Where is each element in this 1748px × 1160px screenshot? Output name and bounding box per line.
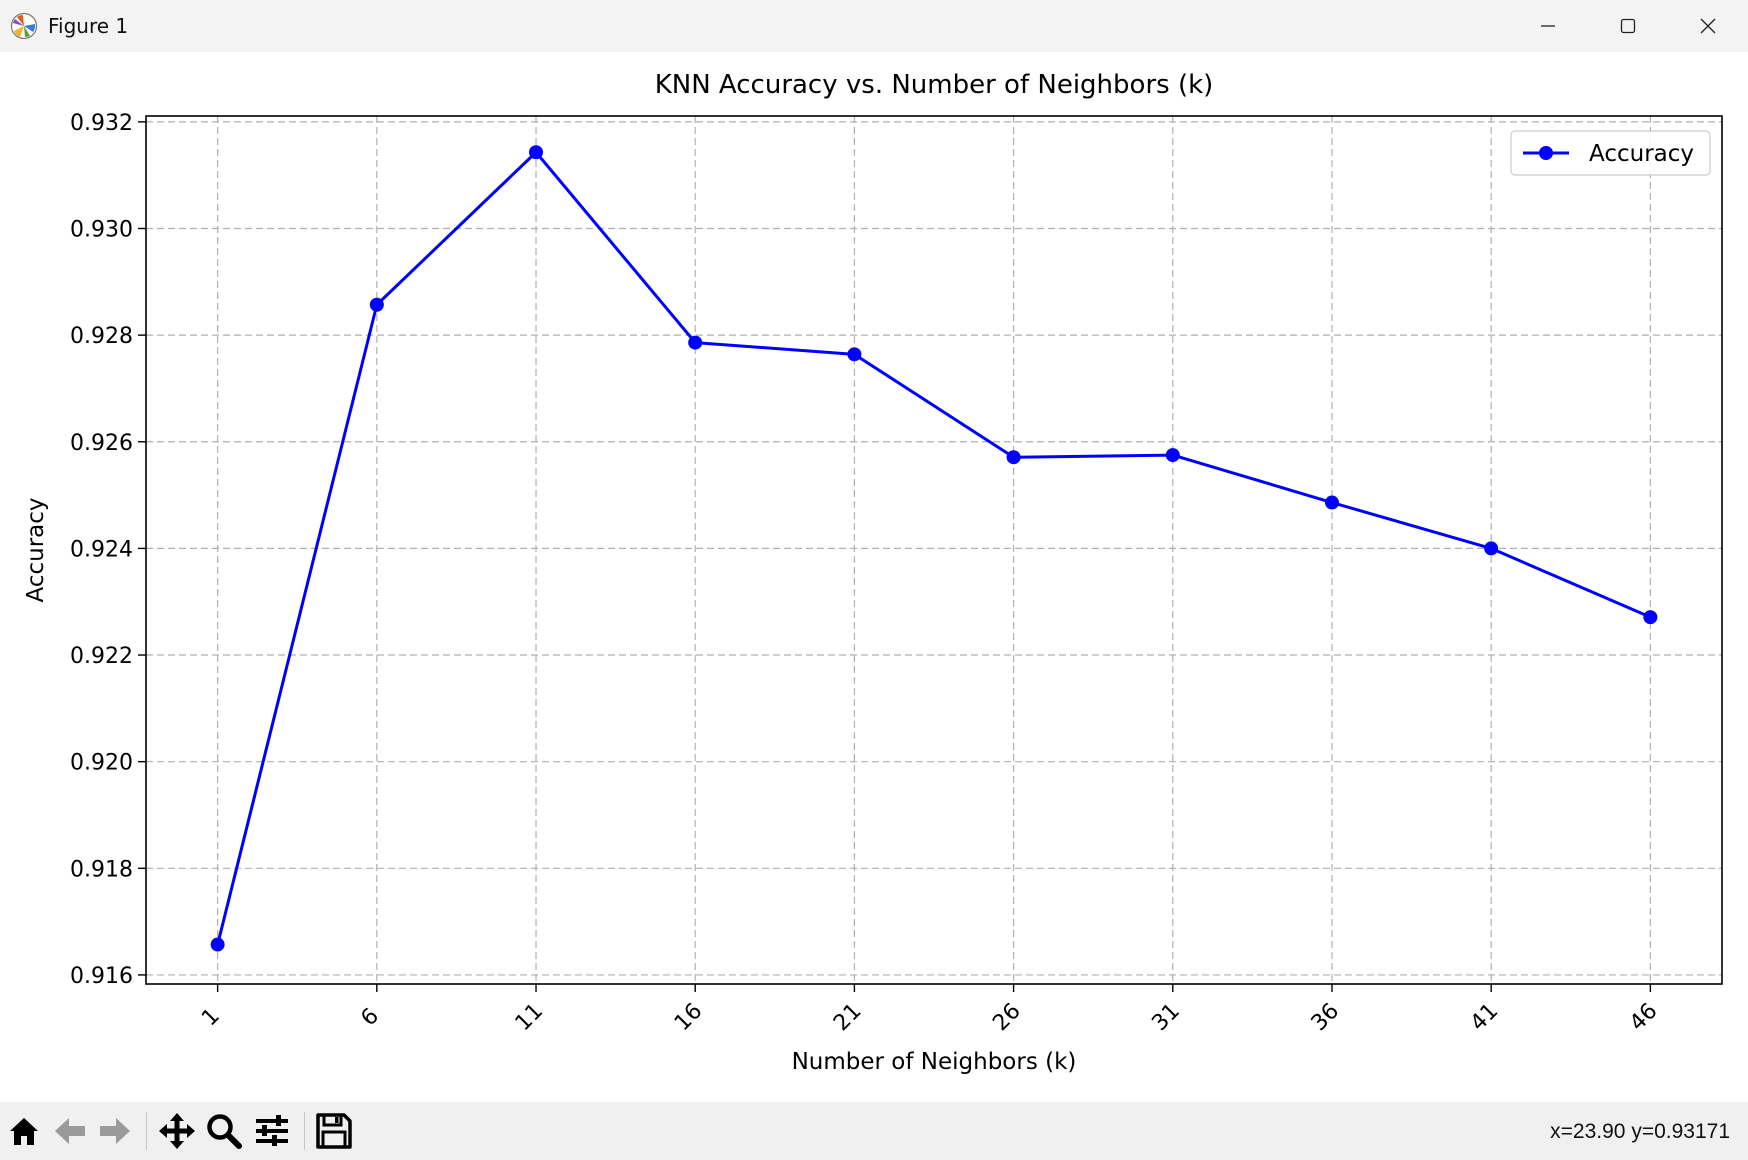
forward-arrow-icon: [100, 1118, 130, 1144]
data-point-marker: [1484, 541, 1499, 556]
save-disk-icon: [316, 1113, 352, 1149]
forward-button[interactable]: [94, 1110, 136, 1152]
home-icon: [10, 1118, 38, 1145]
figure-canvas[interactable]: KNN Accuracy vs. Number of Neighbors (k)…: [0, 52, 1748, 1102]
pan-move-icon: [159, 1113, 195, 1149]
back-arrow-icon: [55, 1118, 85, 1144]
home-button[interactable]: [3, 1110, 45, 1152]
save-button[interactable]: [313, 1110, 355, 1152]
y-tick-label: 0.926: [70, 431, 133, 456]
x-tick-label: 21: [829, 999, 866, 1036]
y-tick-label: 0.916: [70, 964, 133, 989]
zoom-button[interactable]: [203, 1110, 245, 1152]
title-bar[interactable]: Figure 1: [0, 0, 1748, 52]
configure-subplots-icon: [256, 1115, 288, 1146]
y-tick-label: 0.918: [70, 857, 133, 882]
y-tick-label: 0.920: [70, 751, 133, 776]
data-point-marker: [688, 335, 703, 350]
minimize-button[interactable]: [1508, 0, 1588, 52]
x-tick-label: 11: [511, 999, 548, 1036]
x-tick-label: 16: [670, 999, 707, 1036]
data-point-marker: [529, 145, 544, 160]
x-tick-label: 31: [1147, 999, 1184, 1036]
y-tick-label: 0.924: [70, 537, 133, 562]
x-tick-label: 36: [1307, 999, 1344, 1036]
grid-lines: [146, 116, 1722, 984]
toolbar-separator: [304, 1112, 305, 1150]
window-title: Figure 1: [48, 14, 129, 38]
plot-axes-frame: [145, 115, 1723, 985]
back-button[interactable]: [49, 1110, 91, 1152]
data-point-marker: [1324, 495, 1339, 510]
legend-box: [1510, 130, 1711, 176]
zoom-magnifier-icon: [207, 1114, 242, 1149]
y-tick-label: 0.928: [70, 324, 133, 349]
series-layer: [210, 145, 1658, 952]
data-point-marker: [1006, 450, 1021, 465]
maximize-icon: [1620, 18, 1636, 34]
maximize-button[interactable]: [1588, 0, 1668, 52]
close-icon: [1700, 18, 1716, 34]
data-point-marker: [369, 297, 384, 312]
toolbar-separator: [146, 1112, 147, 1150]
data-point-marker: [210, 937, 225, 952]
data-point-marker: [847, 347, 862, 362]
data-point-marker: [1165, 448, 1180, 463]
matplotlib-logo-icon: [10, 12, 38, 40]
x-tick-label: 26: [988, 999, 1025, 1036]
series-line-accuracy: [216, 150, 1651, 945]
x-axis-label: Number of Neighbors (k): [792, 1049, 1077, 1075]
x-tick-label: 41: [1466, 999, 1503, 1036]
pan-button[interactable]: [156, 1110, 198, 1152]
legend: Accuracy: [1510, 130, 1711, 176]
y-tick-label: 0.932: [70, 111, 133, 136]
legend-marker: [1539, 146, 1553, 160]
x-tick-label: 46: [1625, 999, 1662, 1036]
x-tick-label: 6: [356, 1004, 384, 1032]
legend-label: Accuracy: [1589, 141, 1694, 167]
close-button[interactable]: [1668, 0, 1748, 52]
y-tick-label: 0.930: [70, 217, 133, 242]
chart-title: KNN Accuracy vs. Number of Neighbors (k): [655, 70, 1214, 100]
data-point-marker: [1643, 610, 1658, 625]
y-axis-label: Accuracy: [23, 497, 49, 602]
configure-subplots-button[interactable]: [251, 1110, 293, 1152]
cursor-coordinates: x=23.90 y=0.93171: [1550, 1120, 1730, 1143]
y-tick-label: 0.922: [70, 644, 133, 669]
line-chart[interactable]: KNN Accuracy vs. Number of Neighbors (k)…: [0, 52, 1748, 1102]
minimize-icon: [1541, 25, 1555, 27]
x-tick-label: 1: [197, 1004, 225, 1032]
navigation-toolbar: x=23.90 y=0.93171: [0, 1102, 1748, 1160]
